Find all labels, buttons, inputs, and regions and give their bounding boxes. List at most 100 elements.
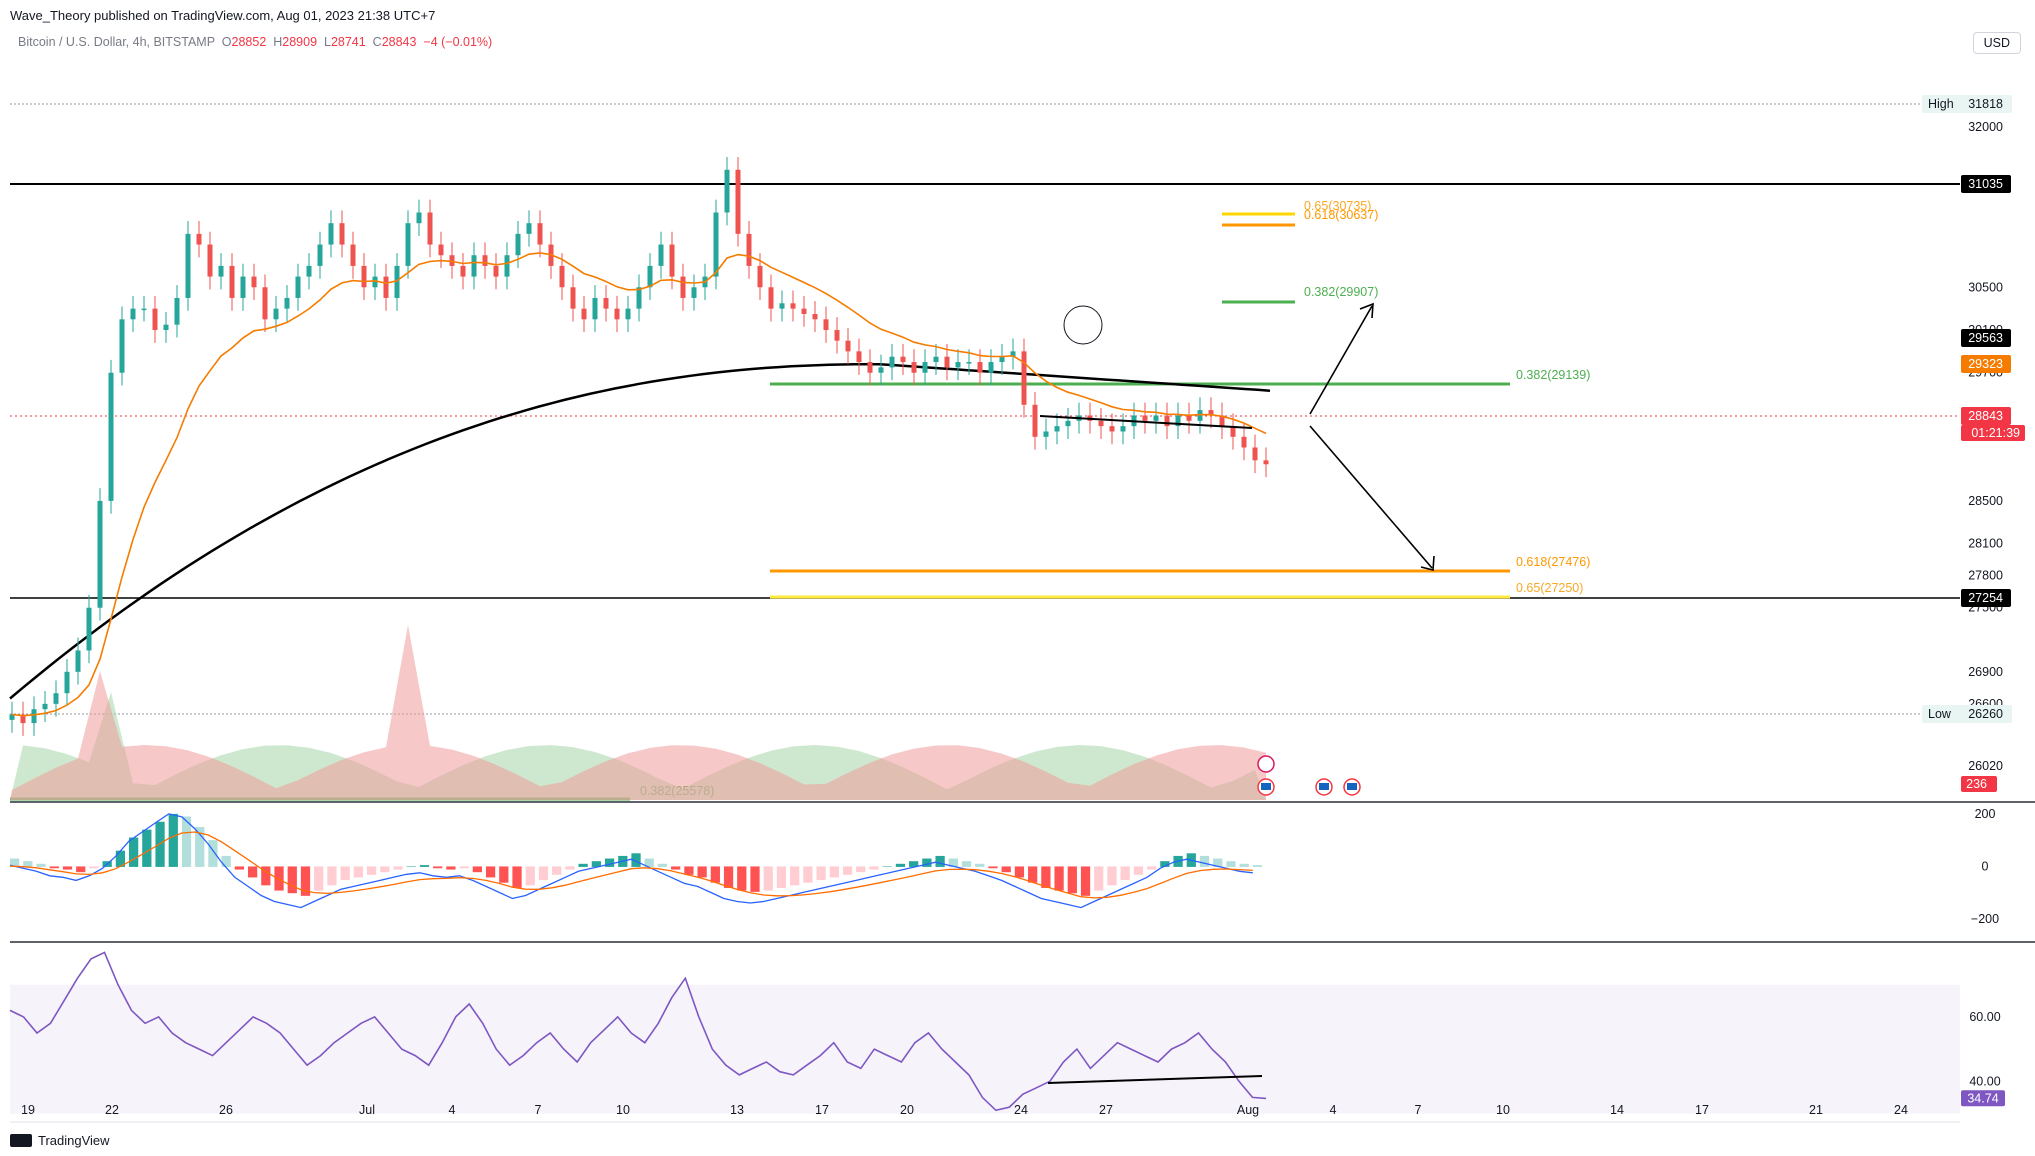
flag-us-fill [1319, 783, 1329, 790]
candle-body [955, 362, 961, 368]
macd-histogram-bar [961, 861, 972, 867]
macd-histogram-bar [1239, 863, 1249, 867]
candle-body [207, 244, 213, 277]
macd-histogram-bar [327, 866, 337, 886]
candle-body [515, 233, 521, 256]
macd-histogram-bar [1252, 865, 1263, 867]
currency-button[interactable]: USD [1972, 32, 2021, 54]
macd-histogram-bar [1160, 861, 1170, 867]
candle-body [878, 367, 884, 373]
rsi-value-badge [1961, 1090, 2005, 1107]
macd-histogram-bar [247, 866, 258, 878]
rsi-axis-tick: 40.00 [1969, 1074, 2000, 1088]
high-label: H [273, 35, 283, 49]
tradingview-logo-icon [10, 1134, 32, 1147]
fib-level-label: 0.382(29907) [1304, 285, 1378, 299]
macd-histogram-bar [512, 866, 522, 888]
candle-body [735, 169, 741, 234]
candle-body [240, 276, 246, 298]
macd-histogram-bar [935, 855, 945, 867]
candle-body [867, 362, 873, 373]
macd-histogram-bar [525, 866, 535, 886]
macd-histogram-bar [869, 866, 879, 870]
candle-body [856, 351, 862, 363]
macd-histogram-bar [221, 855, 231, 867]
candle-body [911, 362, 917, 373]
candle-body [449, 255, 455, 266]
macd-histogram-bar [340, 866, 350, 881]
candle-body [416, 212, 422, 224]
price-level-badge [1961, 407, 2011, 425]
candle-body [251, 276, 257, 288]
macd-histogram-bar [909, 861, 919, 867]
rsi-line [9, 951, 1267, 1112]
candle-body [339, 223, 345, 245]
candle-body [724, 169, 730, 213]
macd-histogram-bar [393, 866, 403, 870]
macd-histogram-bar [750, 866, 760, 892]
time-axis-tick: 7 [1415, 1103, 1422, 1117]
macd-histogram-bar [36, 863, 46, 867]
macd-histogram-bar [631, 853, 641, 867]
macd-histogram-bar [790, 866, 800, 886]
macd-histogram-bar [380, 866, 390, 873]
candle-body [75, 650, 81, 672]
time-axis-tick: 24 [1894, 1103, 1908, 1117]
candle-body [152, 308, 158, 330]
candle-body [174, 297, 180, 325]
time-axis-tick: 24 [1014, 1103, 1028, 1117]
macd-line [9, 813, 1253, 909]
price-level-badge-label: Low [1928, 707, 1952, 721]
macd-histogram-bar [472, 866, 482, 873]
publisher-caption: Wave_Theory published on TradingView.com… [10, 8, 436, 23]
close-label: C [372, 35, 382, 49]
rsi-band [10, 984, 1960, 1114]
candle-body [944, 356, 950, 368]
macd-histogram-bar [975, 863, 985, 867]
countdown-value: 01:21:39 [1971, 426, 2020, 440]
candle-body [1120, 426, 1126, 432]
candle-body [713, 212, 719, 277]
brand-label: TradingView [38, 1133, 110, 1148]
macd-histogram-bar [1213, 858, 1223, 867]
price-level-badge [1961, 329, 2011, 347]
price-axis-tick-27800: 27800 [1968, 569, 2003, 583]
candle-body [196, 233, 202, 245]
macd-histogram-bar [142, 829, 152, 867]
candle-body [658, 244, 664, 266]
candle-body [1010, 351, 1016, 357]
open-label: O [221, 35, 232, 49]
fib-level-label: 0.65(27250) [1516, 581, 1583, 595]
macd-histogram-bar [1147, 866, 1157, 870]
macd-histogram-bar [234, 866, 245, 870]
macd-histogram-bar [366, 866, 377, 875]
candle-body [559, 265, 565, 288]
candle-body [229, 265, 235, 298]
macd-histogram-bar [287, 866, 297, 894]
candle-body [185, 233, 191, 298]
macd-histogram-bar [23, 861, 33, 867]
price-axis-tick-28500: 28500 [1968, 494, 2003, 508]
candle-body [570, 287, 576, 309]
candle-body [757, 265, 763, 288]
macd-histogram-bar [829, 866, 839, 878]
highlight-circle [1063, 305, 1103, 345]
price-level-badge-value: 29323 [1968, 357, 2003, 371]
time-axis-tick: 26 [219, 1103, 233, 1117]
candle-body [350, 244, 356, 266]
macd-histogram-bar [737, 866, 747, 891]
candle-body [1197, 410, 1203, 421]
low-value: 28741 [330, 35, 366, 49]
macd-histogram-bar [684, 866, 694, 875]
candle-body [361, 265, 367, 288]
time-axis-tick: 27 [1099, 1103, 1113, 1117]
candle-body [1219, 415, 1225, 427]
time-axis-tick: 10 [1496, 1103, 1510, 1117]
macd-histogram-bar [485, 866, 496, 878]
candle-body [394, 265, 400, 298]
candle-body [1043, 431, 1049, 437]
macd-histogram-bar [195, 827, 205, 867]
candle-body [1142, 415, 1148, 421]
candle-body [691, 287, 697, 298]
